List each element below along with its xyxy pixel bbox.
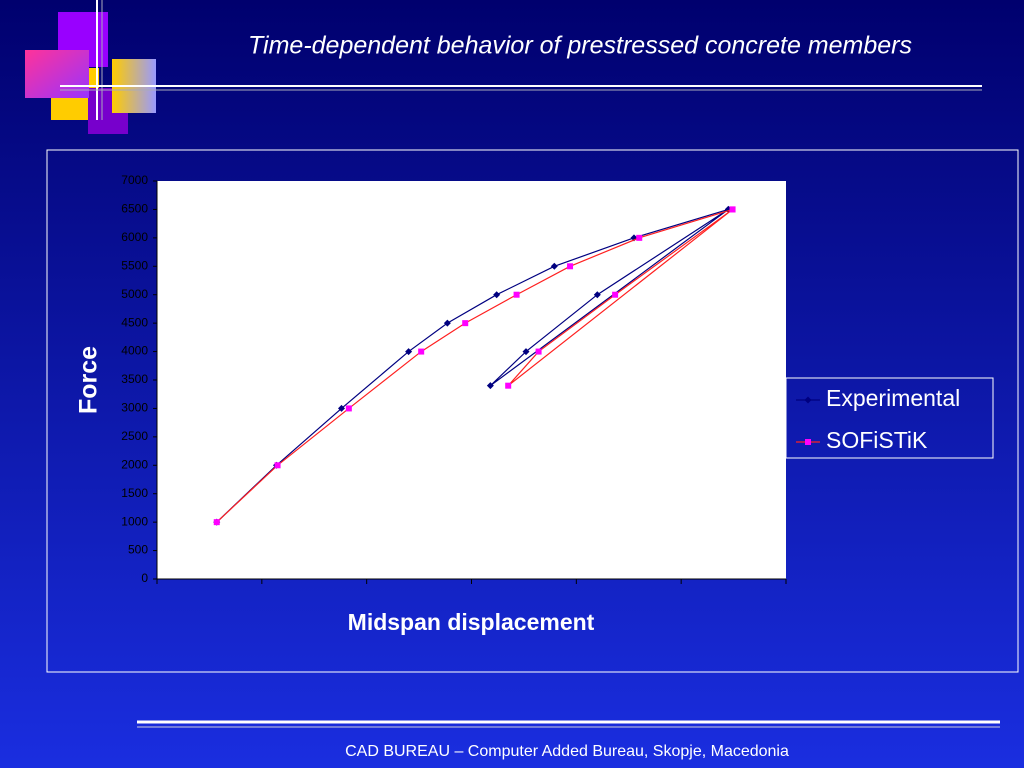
marker	[338, 404, 346, 412]
x-axis-title: Midspan displacement	[348, 609, 595, 635]
marker	[505, 382, 512, 389]
y-tick-label: 1000	[121, 514, 148, 528]
marker	[535, 348, 542, 355]
legend-box	[785, 377, 994, 459]
y-tick-label: 3000	[121, 401, 148, 415]
marker	[567, 263, 574, 270]
marker	[636, 234, 643, 241]
chart-frame	[46, 149, 1019, 673]
chart: 0 500 1000 1500 2000 2500 3000 3500 4000 4500 5000…	[121, 173, 994, 585]
footer: CAD BUREAU – Computer Added Bureau, Skop…	[345, 743, 789, 760]
plot-area	[157, 181, 786, 579]
y-tick-label: 5000	[121, 287, 148, 301]
marker	[493, 291, 501, 299]
legend-marker	[804, 396, 812, 404]
y-tick-label: 6000	[121, 230, 148, 244]
marker	[513, 291, 520, 298]
marker	[274, 462, 281, 469]
marker	[462, 320, 469, 327]
marker	[593, 291, 601, 299]
y-tick-label: 5500	[121, 258, 148, 272]
marker	[213, 519, 220, 526]
y-tick-label: 1500	[121, 486, 148, 500]
legend-label: Experimental	[826, 385, 960, 411]
marker	[612, 291, 619, 298]
y-tick-label: 2500	[121, 429, 148, 443]
marker	[418, 348, 425, 355]
y-tick-label: 4000	[121, 344, 148, 358]
legend-label: SOFiSTiK	[826, 427, 928, 453]
y-tick-label: 2000	[121, 457, 148, 471]
y-tick-label: 4500	[121, 315, 148, 329]
marker	[443, 319, 451, 327]
slide-title: Time-dependent behavior of prestressed c…	[248, 32, 912, 60]
y-axis-title: Force	[75, 346, 103, 414]
y-tick-label: 7000	[121, 173, 148, 187]
marker	[550, 262, 558, 270]
legend-marker	[805, 439, 811, 445]
marker	[522, 348, 530, 356]
marker	[729, 206, 736, 213]
y-tick-label: 6500	[121, 202, 148, 216]
marker	[345, 405, 352, 412]
y-tick-label: 0	[141, 571, 148, 585]
marker	[486, 382, 494, 390]
y-tick-label: 3500	[121, 372, 148, 386]
decoration	[25, 0, 1000, 728]
marker	[405, 348, 413, 356]
y-tick-label: 500	[128, 543, 148, 557]
